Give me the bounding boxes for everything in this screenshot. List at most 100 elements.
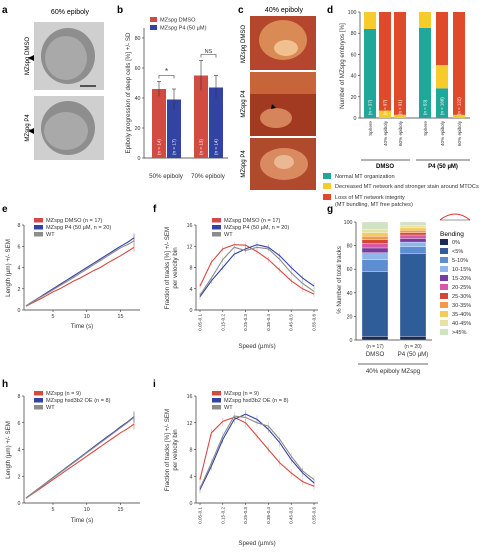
panel-d-n-label: (n = 53)	[423, 99, 428, 115]
panel-c-row-label-2: MZspg P4	[241, 90, 247, 118]
panel-d-legend-label-2: Decreased MT network and stronger stain …	[335, 184, 479, 190]
panel-e-series-line	[25, 237, 135, 307]
panel-c-row-label-1: MZspg DMSO	[241, 25, 247, 63]
panel-b-bar	[209, 87, 223, 158]
panel-g-bar-segment	[361, 232, 389, 237]
panel-g: g 0 20 40 60 80 100 (n = 17)DMSO (n = 20)P4 (50…	[327, 204, 471, 375]
panel-d-y-tick-label: 60	[351, 52, 357, 58]
panel-d-legend-label-1: Normal MT organization	[335, 174, 395, 180]
panel-e-series-line	[25, 240, 135, 307]
panel-i-legend-swatch	[212, 391, 221, 396]
panel-f-y-tick-label: 16	[187, 223, 193, 229]
panel-b-bars: (n = 14) (n = 17) * (n = 13) (n = 14) NS	[152, 49, 223, 158]
panel-f-legend-swatch	[212, 232, 221, 237]
panel-g-y-tick-label: 0	[350, 338, 353, 344]
panel-g-legend-swatch	[440, 320, 448, 326]
panel-i-y-tick-label: 0	[190, 501, 193, 507]
panel-g-bar-segment	[361, 271, 389, 337]
panel-h-y-tick-label: 2	[18, 474, 21, 480]
panel-h-legend: MZspg (n = 9)MZspg hsd3b2 OE (n = 8)WT	[34, 391, 111, 411]
panel-g-y-label: % Number of total tracks	[336, 246, 343, 314]
panel-g-bar-segment	[399, 234, 427, 239]
panel-b-legend-swatch-2	[150, 25, 157, 30]
panel-g-plot: 0 20 40 60 80 100 (n = 17)DMSO (n = 20)P4 (50 µ…	[344, 220, 429, 358]
panel-e-legend-label: WT	[46, 232, 55, 238]
panel-c-row-label-3: MZspg P4	[241, 150, 247, 178]
panel-g-legend-swatch	[440, 311, 448, 317]
panel-g-legend-swatch	[440, 293, 448, 299]
panel-f-legend-label: MZspg P4 (50 µM, n = 20)	[224, 225, 289, 231]
panel-f-legend: MZspg DMSO (n = 17)MZspg P4 (50 µM, n = …	[212, 218, 289, 238]
panel-g-legend-label: 0%	[452, 240, 460, 246]
panel-g-legend: 0% <5% 5-10% 10-15% 15-20% 20-25% 25-30% 30-35%…	[440, 239, 471, 336]
panel-d-y-tick-label: 100	[348, 10, 357, 16]
panel-d-y-label: Number of MZspg embryos [%]	[339, 23, 346, 109]
panel-g-bar-segment	[361, 247, 389, 253]
panel-b-y-tick-label: 40	[135, 96, 141, 102]
panel-g-legend-label: 30-35%	[452, 303, 471, 309]
panel-g-bar-segment	[361, 336, 389, 341]
panel-g-legend-swatch	[440, 302, 448, 308]
panel-i-letter: i	[153, 379, 156, 390]
panel-h-y-tick-label: 8	[18, 394, 21, 400]
panel-f-y-label-1: Fraction of tracks [%] +/- SEM	[164, 227, 171, 309]
panel-b-group-label-2: 70% epiboly	[191, 173, 226, 180]
panel-a-row-label-1: MZspg DMSO	[25, 37, 31, 75]
panel-h-series-line	[25, 416, 135, 499]
panel-g-category-label: P4 (50 µM)	[398, 351, 429, 358]
panel-b-bar	[152, 89, 166, 158]
panel-g-bar-segment	[399, 225, 427, 229]
panel-d-category-label: Sphere	[423, 121, 428, 136]
panel-d-n-label: (n = 97)	[383, 99, 388, 115]
panel-i-legend-swatch	[212, 398, 221, 403]
panel-e-legend-swatch	[34, 218, 43, 223]
panel-g-legend-swatch	[440, 275, 448, 281]
panel-i-y-label-1: Fraction of tracks [%] +/- SEM	[164, 409, 171, 491]
panel-d-bar-segment	[436, 65, 448, 89]
panel-g-bar-segment	[361, 221, 389, 230]
panel-h-legend-label: MZspg (n = 9)	[46, 391, 81, 397]
panel-g-bar-segment	[399, 238, 427, 243]
panel-d-bar-segment	[419, 12, 431, 28]
panel-e-y-tick-label: 4	[18, 266, 21, 272]
panel-b-letter: b	[117, 5, 123, 16]
panel-i-x-tick-label: 0.15-0.2	[220, 507, 225, 524]
panel-d-bars: (n = 37) Sphere (n = 97) 40% epiboly (n = 91…	[364, 12, 465, 146]
panel-g-legend-label: 15-20%	[452, 276, 471, 282]
panel-g-bar-segment	[361, 236, 389, 240]
panel-f-x-tick-label: 0.35-0.4	[266, 314, 271, 331]
panel-g-caption: 40% epiboly MZspg	[366, 368, 421, 375]
panel-g-y-tick-label: 100	[344, 220, 353, 226]
panel-g-bar-segment	[399, 241, 427, 247]
panel-h-plot: 0 2 4 6 8 5 10 15	[18, 394, 135, 513]
panel-g-bar-segment	[399, 232, 427, 236]
panel-e-y-tick-label: 6	[18, 244, 21, 250]
panel-e-y-label: Length (µm) +/- SEM	[5, 239, 12, 297]
panel-g-legend-label: 5-10%	[452, 258, 468, 264]
panel-i-legend-label: MZspg (n = 9)	[224, 391, 259, 397]
panel-h-y-label: Length (µm) +/- SEM	[5, 421, 12, 479]
panel-e: e 0 2 4 6 8 5 10 15 Length (µm) +/- SEM Time (s…	[2, 204, 140, 330]
panel-f-y-tick-label: 8	[190, 266, 193, 272]
panel-d-legend-swatch-2	[323, 183, 331, 189]
panel-f-x-label: Speed (µm/s)	[238, 343, 275, 350]
panel-d-legend-swatch-1	[323, 173, 331, 179]
panel-h-x-tick-label: 15	[118, 507, 124, 513]
panel-d-category-label: 40% epiboly	[383, 120, 388, 146]
panel-d-category-label: Sphere	[368, 121, 373, 136]
panel-i-y-tick-label: 8	[190, 448, 193, 454]
panel-b-y-ticks: 0 20 40 60 80	[135, 36, 144, 162]
panel-c: c 40% epiboly MZspg DMSO MZspg P4 MZspg …	[238, 5, 316, 190]
panel-d-y-ticks: 0 20 40 60 80 100	[348, 10, 360, 122]
panel-g-legend-label: 10-15%	[452, 267, 471, 273]
panel-b-y-label: Epiboly progression of deep cells [%] +/…	[125, 32, 132, 153]
panel-h-letter: h	[2, 379, 8, 390]
panel-g-legend-label: 25-30%	[452, 294, 471, 300]
panel-f-legend-swatch	[212, 225, 221, 230]
panel-d-n-label: (n = 122)	[457, 97, 462, 115]
panel-i-y-tick-label: 16	[187, 394, 193, 400]
panel-i-legend: MZspg (n = 9)MZspg hsd3b2 OE (n = 8)WT	[212, 391, 289, 411]
panel-i-x-label: Speed (µm/s)	[238, 540, 275, 547]
